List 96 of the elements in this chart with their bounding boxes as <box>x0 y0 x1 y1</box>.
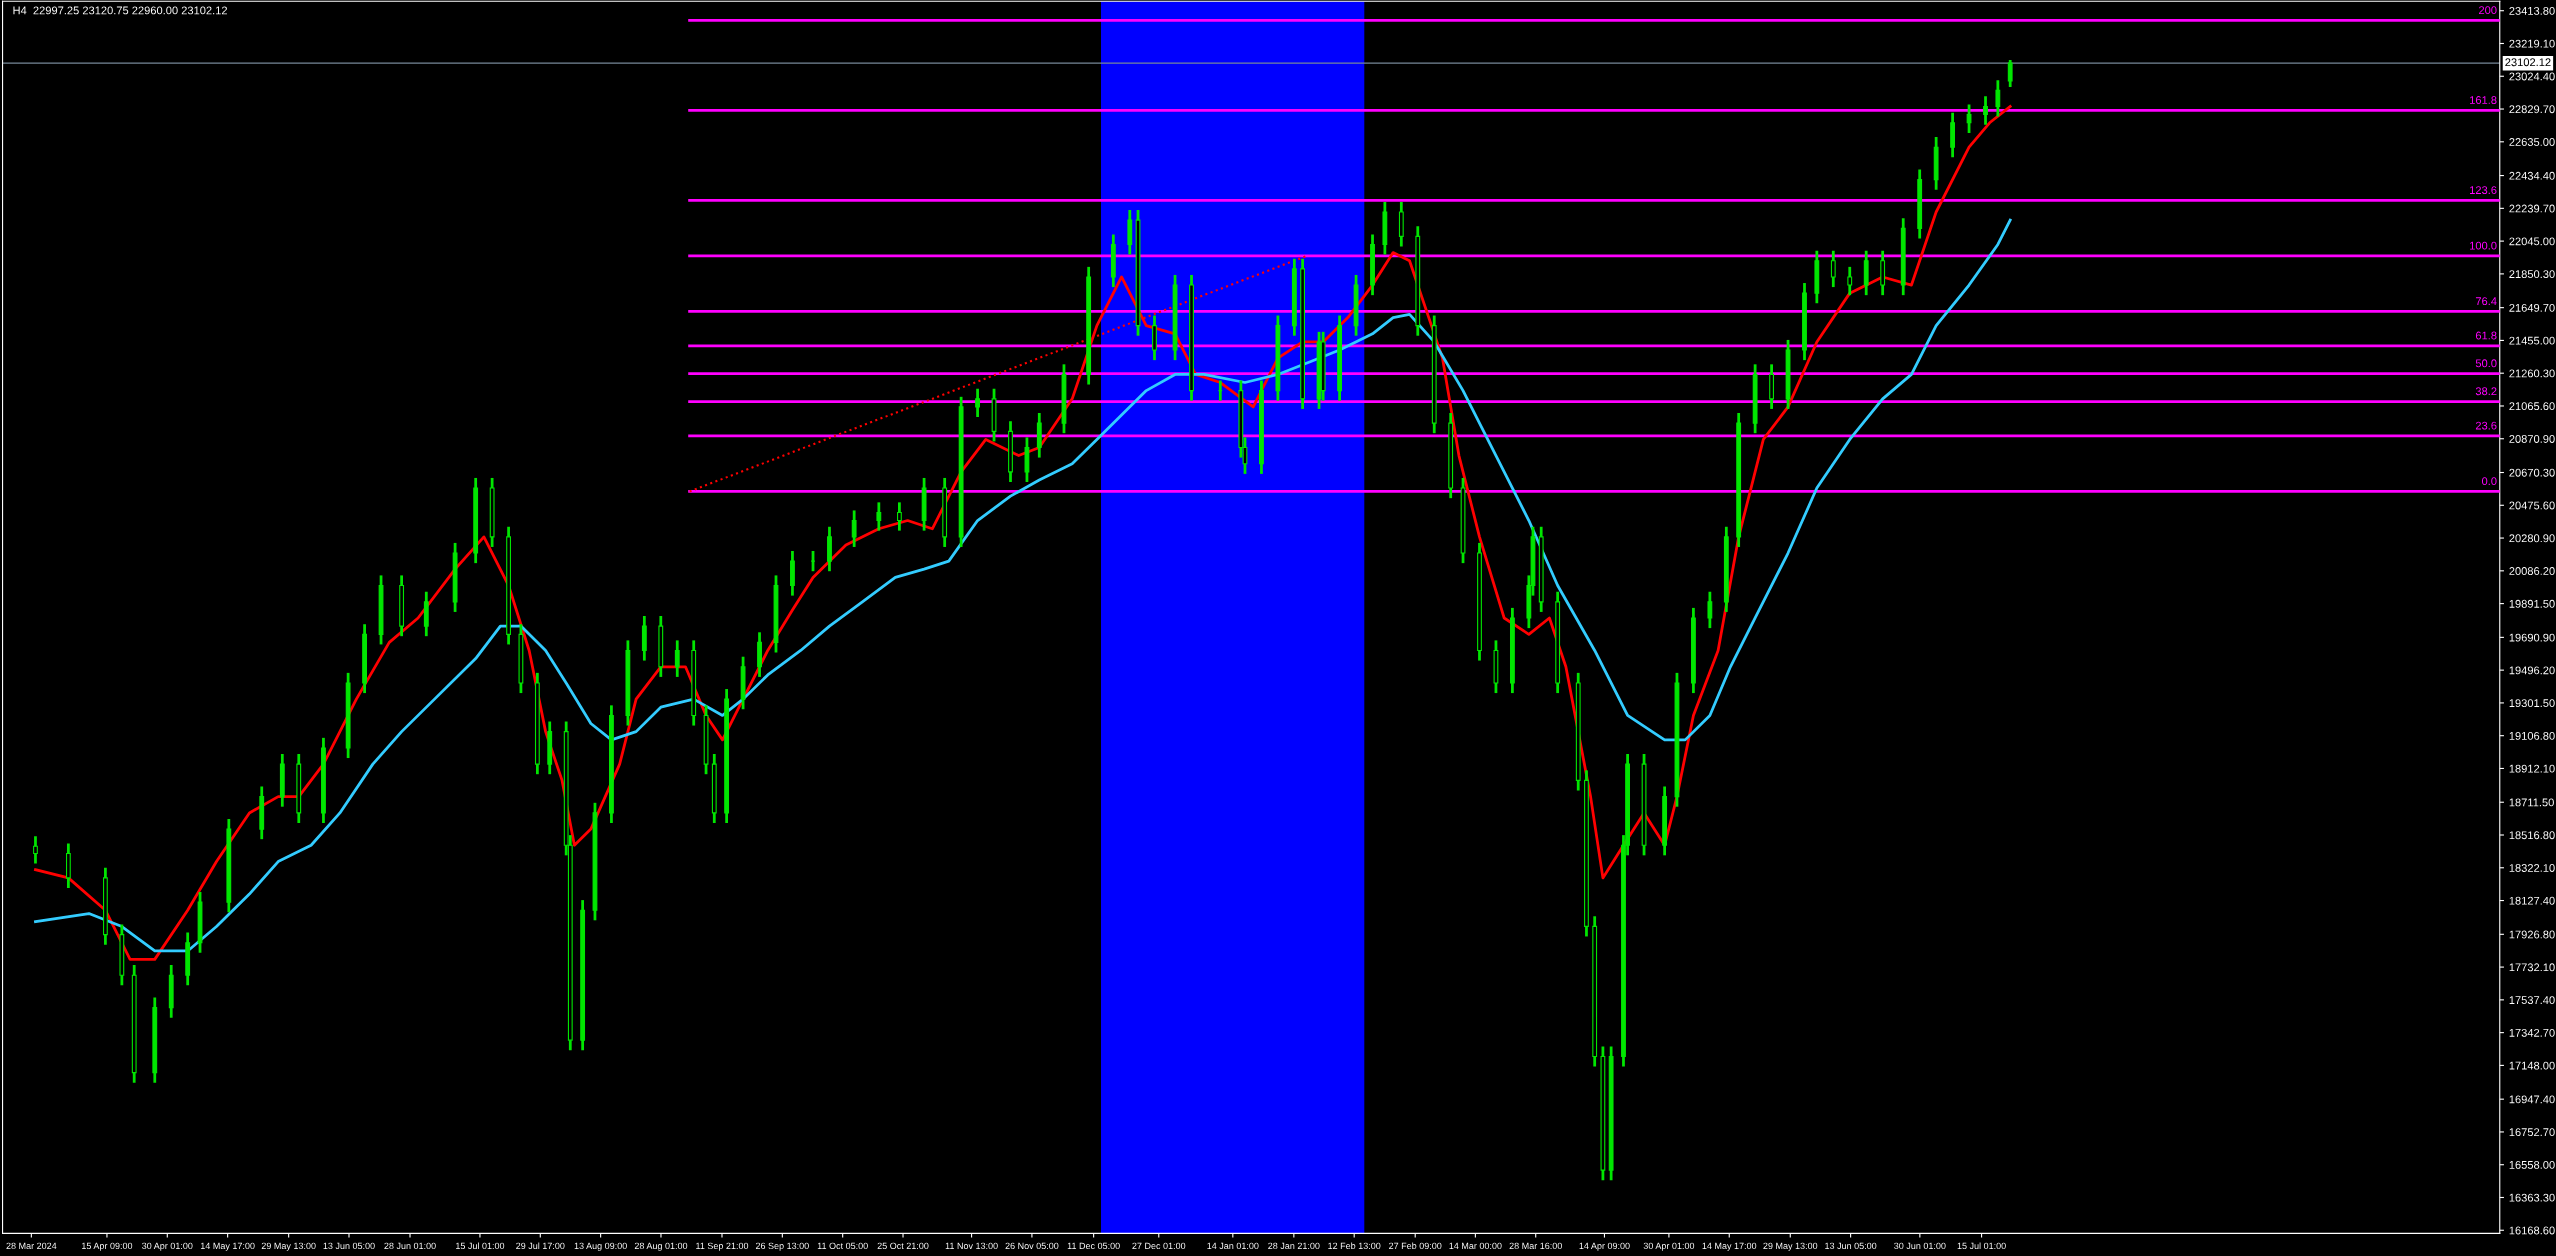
chart-title: H4 22997.25 23120.75 22960.00 23102.12 <box>13 6 227 15</box>
x-tick-label: 26 Nov 05:00 <box>1005 1242 1059 1250</box>
y-tick-label: 17926.80 <box>2509 930 2555 939</box>
y-tick-label: 23024.40 <box>2509 72 2555 81</box>
x-tick-label: 12 Feb 13:00 <box>1328 1242 1381 1250</box>
x-tick-label: 28 Mar 2024 <box>6 1242 57 1250</box>
x-tick-label: 14 May 17:00 <box>1702 1242 1757 1251</box>
candlestick <box>2007 58 2013 89</box>
candlestick <box>851 509 857 549</box>
ref-line-label: 23102.12 <box>2505 58 2551 67</box>
y-tick-label: 22635.00 <box>2509 138 2555 146</box>
x-tick-label: 29 Jul 17:00 <box>516 1242 565 1250</box>
y-tick-label: 17148.00 <box>2509 1061 2555 1070</box>
x-tick-label: 11 Nov 13:00 <box>945 1242 998 1250</box>
candlestick <box>975 387 980 419</box>
y-tick-label: 21455.00 <box>2509 336 2555 345</box>
x-tick-label: 14 May 17:00 <box>200 1242 255 1251</box>
y-tick-label: 20670.30 <box>2509 468 2555 477</box>
y-tick-label: 20870.90 <box>2509 435 2555 443</box>
y-tick-label: 22045.00 <box>2509 237 2555 246</box>
y-tick-label: 23219.10 <box>2509 39 2555 48</box>
x-tick-label: 28 Mar 16:00 <box>1509 1242 1562 1250</box>
y-tick-label: 22239.70 <box>2509 204 2555 213</box>
series-label: 123.6 <box>2470 186 2497 195</box>
x-tick-label: 15 Jul 01:00 <box>456 1242 505 1250</box>
x-tick-label: 14 Mar 00:00 <box>1449 1242 1502 1250</box>
candlestick <box>1995 78 2001 118</box>
y-tick-label: 21260.30 <box>2509 369 2555 378</box>
y-tick-label: 20475.60 <box>2509 501 2555 510</box>
y-tick-label: 22829.70 <box>2509 105 2555 114</box>
x-tick-label: 30 Jun 01:00 <box>1894 1242 1946 1250</box>
y-tick-label: 18711.50 <box>2509 798 2554 807</box>
y-tick-label: 22434.40 <box>2509 171 2555 180</box>
x-tick-label: 14 Apr 09:00 <box>1579 1242 1630 1251</box>
x-tick-label: 28 Jun 01:00 <box>384 1242 436 1250</box>
candlestick <box>897 500 902 533</box>
y-tick-label: 21850.30 <box>2509 270 2555 279</box>
y-tick-label: 18912.10 <box>2509 764 2555 773</box>
y-tick-label: 21649.70 <box>2509 303 2555 312</box>
series-label: 100.0 <box>2470 241 2497 250</box>
y-tick-label: 17537.40 <box>2509 996 2555 1004</box>
series-label: 76.4 <box>2475 297 2497 306</box>
x-tick-label: 30 Apr 01:00 <box>142 1242 193 1251</box>
y-tick-label: 19106.80 <box>2509 731 2555 740</box>
x-tick-label: 26 Sep 13:00 <box>755 1242 809 1251</box>
y-tick-label: 18322.10 <box>2509 864 2555 872</box>
y-tick-label: 18516.80 <box>2509 831 2555 840</box>
x-tick-label: 11 Dec 05:00 <box>1067 1242 1120 1250</box>
y-tick-label: 20280.90 <box>2509 534 2555 543</box>
x-tick-label: 28 Jan 21:00 <box>1268 1242 1320 1250</box>
candlestick <box>1707 590 1713 630</box>
series-label: 50.0 <box>2475 359 2497 368</box>
y-tick-label: 23413.80 <box>2509 6 2555 15</box>
y-tick-label: 19496.20 <box>2509 666 2555 675</box>
y-tick-label: 17732.10 <box>2509 963 2555 972</box>
y-tick-label: 17342.70 <box>2509 1028 2555 1037</box>
x-tick-label: 11 Sep 21:00 <box>696 1242 749 1251</box>
candlestick <box>1847 265 1853 297</box>
y-tick-label: 19891.50 <box>2509 599 2555 608</box>
x-tick-label: 13 Aug 09:00 <box>574 1242 627 1251</box>
series-label: 23.6 <box>2475 421 2497 430</box>
candlestick <box>1966 103 1972 135</box>
y-tick-label: 16168.60 <box>2509 1226 2555 1235</box>
y-tick-label: 16752.70 <box>2509 1128 2555 1137</box>
x-tick-label: 29 May 13:00 <box>1763 1242 1818 1251</box>
candlestick <box>674 638 680 679</box>
x-tick-label: 14 Jan 01:00 <box>1207 1242 1259 1250</box>
y-tick-label: 18127.40 <box>2509 896 2555 905</box>
y-tick-label: 16558.00 <box>2509 1160 2555 1169</box>
x-tick-label: 11 Oct 05:00 <box>817 1242 868 1250</box>
candlestick <box>876 500 882 533</box>
candlestick <box>33 834 38 865</box>
series-label: 38.2 <box>2475 387 2497 396</box>
series-label: 0.0 <box>2481 477 2497 486</box>
x-tick-label: 15 Apr 09:00 <box>82 1242 133 1251</box>
x-tick-label: 28 Aug 01:00 <box>634 1242 688 1251</box>
series-label: 161.8 <box>2470 96 2497 104</box>
x-tick-label: 29 May 13:00 <box>261 1242 316 1251</box>
y-tick-label: 19301.50 <box>2509 699 2555 708</box>
candlestick <box>810 549 816 573</box>
x-tick-label: 27 Dec 01:00 <box>1132 1242 1186 1250</box>
x-tick-label: 27 Feb 09:00 <box>1389 1242 1442 1250</box>
x-tick-label: 13 Jun 05:00 <box>323 1242 375 1250</box>
candlestick <box>1830 249 1836 289</box>
x-tick-label: 15 Jul 01:00 <box>1957 1242 2006 1250</box>
y-tick-label: 19690.90 <box>2509 633 2555 642</box>
x-tick-label: 25 Oct 21:00 <box>877 1242 929 1250</box>
y-tick-label: 16947.40 <box>2509 1095 2555 1104</box>
y-tick-label: 21065.60 <box>2509 402 2555 411</box>
y-tick-label: 16363.30 <box>2509 1193 2555 1202</box>
candlestick <box>1983 94 1988 127</box>
x-tick-label: 13 Jun 05:00 <box>1825 1242 1877 1250</box>
y-tick-label: 20086.20 <box>2509 567 2555 575</box>
series-label: 61.8 <box>2475 331 2497 340</box>
x-tick-label: 30 Apr 01:00 <box>1643 1242 1695 1251</box>
series-label: 200 <box>2479 6 2497 15</box>
